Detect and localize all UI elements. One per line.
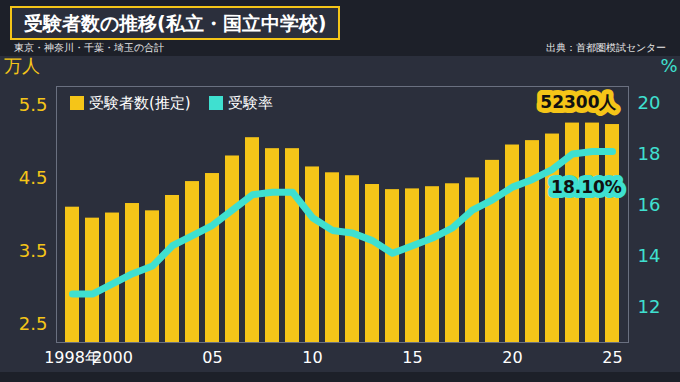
html-text:受験者数の推移(私立・国立中学校): 受験者数の推移(私立・国立中学校) (24, 12, 327, 34)
html-text:受験者数(推定): 受験者数(推定) (89, 94, 191, 112)
svg-text:2000: 2000 (92, 348, 133, 367)
svg-text:5.5: 5.5 (19, 94, 48, 115)
svg-text:14: 14 (638, 245, 661, 266)
html-text:東京・神奈川・千葉・埼玉の合計: 東京・神奈川・千葉・埼玉の合計 (14, 42, 164, 53)
svg-text:52300人: 52300人 (540, 92, 617, 112)
svg-text:18: 18 (638, 143, 661, 164)
svg-text:20: 20 (638, 92, 661, 113)
svg-text:15: 15 (402, 348, 422, 367)
svg-text:10: 10 (302, 348, 322, 367)
svg-text:12: 12 (638, 296, 661, 317)
svg-text:4.5: 4.5 (19, 167, 48, 188)
svg-text:3.5: 3.5 (19, 240, 48, 261)
svg-text:16: 16 (638, 194, 661, 215)
svg-text:万人: 万人 (4, 56, 40, 76)
svg-text:2.5: 2.5 (19, 313, 48, 334)
svg-text:1998年: 1998年 (44, 347, 101, 367)
svg-text:05: 05 (202, 348, 222, 367)
svg-text:18.10%: 18.10% (551, 177, 622, 197)
html-text:受験率: 受験率 (227, 94, 273, 112)
svg-text:20: 20 (502, 348, 522, 367)
svg-text:25: 25 (602, 348, 622, 367)
html-text:出典：首都圏模試センター: 出典：首都圏模試センター (546, 42, 666, 53)
svg-text:%: % (660, 56, 677, 76)
